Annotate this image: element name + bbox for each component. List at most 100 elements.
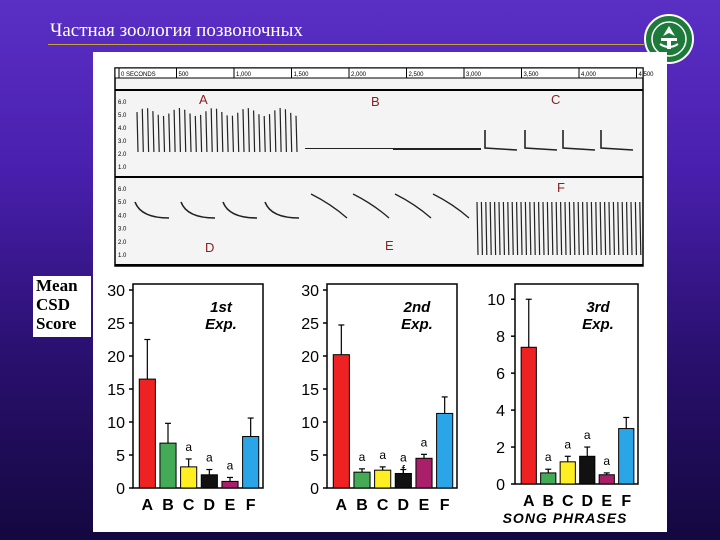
spectro-stroke (507, 201, 510, 256)
significance-label: a (206, 451, 213, 465)
chart-frame (514, 283, 639, 485)
significance-label: a (564, 437, 571, 451)
x-tick-label: C (377, 497, 389, 514)
time-tick-label: 2,000 (351, 72, 367, 78)
significance-label: a (400, 451, 407, 465)
score-label-mean: Mean (36, 276, 78, 295)
time-tick-label: 2,500 (409, 72, 425, 78)
x-tick-label: A (336, 497, 348, 514)
spectro-stroke (247, 108, 250, 153)
phrase-label: D (205, 240, 214, 255)
spectro-stroke (546, 201, 549, 256)
y-tick-label: 15 (107, 382, 125, 399)
spectro-stroke (555, 201, 558, 256)
bar (200, 474, 218, 489)
phrase-label: C (551, 92, 560, 107)
time-tick-label: 3,500 (524, 72, 540, 78)
chart-frame (326, 283, 458, 489)
spectro-stroke (268, 114, 272, 153)
spectro-stroke (215, 108, 219, 153)
spectro-stroke (231, 115, 234, 153)
y-tick-label: 30 (301, 283, 319, 300)
slide-title: Частная зоология позвоночных (50, 20, 303, 41)
spectro-stroke (476, 201, 479, 256)
spectro-stroke (264, 201, 300, 219)
x-tick-label: F (621, 493, 631, 510)
spectro-stroke (253, 110, 256, 153)
spectro-stroke (511, 201, 514, 256)
freq-tick-label: 1.0 (118, 165, 127, 171)
time-tick-label: 3,000 (466, 72, 482, 78)
x-tick-label: C (183, 497, 195, 514)
y-tick-label: 25 (301, 316, 319, 333)
y-tick-label: 0 (496, 477, 505, 494)
time-tick-label: 4,000 (581, 72, 597, 78)
spectro-stroke (162, 115, 166, 153)
y-axis-score-label: Mean CSD Score (33, 276, 91, 337)
x-tick-label: C (562, 493, 574, 510)
significance-label: a (421, 435, 428, 449)
spectro-stroke (551, 201, 554, 256)
spectro-stroke (221, 112, 224, 153)
time-tick-label: 1,500 (294, 72, 310, 78)
x-tick-label: F (440, 497, 450, 514)
freq-tick-label: 2.0 (118, 152, 127, 158)
freq-tick-label: 6.0 (118, 100, 127, 106)
spectro-stroke (516, 201, 519, 256)
x-tick-label: E (419, 497, 430, 514)
y-tick-label: 10 (301, 415, 319, 432)
chart-title-line: Exp. (205, 316, 237, 333)
spectro-stroke (502, 201, 505, 256)
y-tick-label: 2 (496, 440, 505, 457)
spectro-stroke (634, 201, 637, 256)
freq-tick-label: 1.0 (118, 253, 127, 259)
y-tick-label: 5 (116, 448, 125, 465)
freq-tick-label: 4.0 (118, 213, 127, 219)
chart-frame (132, 283, 264, 489)
freq-tick-label: 6.0 (118, 187, 127, 193)
x-tick-label: B (162, 497, 174, 514)
spectro-stroke (274, 110, 277, 153)
significance-label: a (185, 440, 192, 454)
chart-title-line: Exp. (582, 316, 614, 333)
spectro-stroke (630, 201, 633, 256)
significance-label: f (402, 463, 406, 477)
spectro-stroke (485, 201, 488, 256)
spectro-stroke (152, 111, 155, 153)
y-tick-label: 5 (310, 448, 319, 465)
spectro-stroke (279, 108, 282, 153)
bar (353, 471, 371, 489)
time-tick-label: 500 (179, 72, 190, 78)
spectro-stroke (258, 114, 261, 153)
spectro-stroke (568, 201, 571, 256)
bar (138, 378, 156, 489)
spectro-stroke (577, 201, 580, 256)
spectro-stroke (604, 201, 607, 256)
bar (436, 412, 454, 489)
bar (332, 354, 350, 489)
spectro-stroke (134, 201, 170, 219)
spectro-stroke (524, 201, 527, 256)
spectro-stroke (178, 107, 181, 153)
x-tick-label: B (542, 493, 554, 510)
figure-panel: 0 SECONDS 500 1,000 1,500 2,000 2,500 3,000 3,5… (93, 52, 667, 532)
significance-label: a (603, 454, 610, 468)
y-tick-label: 10 (107, 415, 125, 432)
chart-title: 1st Exp. (205, 299, 237, 333)
spectro-stroke (582, 201, 585, 256)
phrase-label: E (385, 238, 394, 253)
spectro-stroke (184, 109, 187, 153)
spectro-stroke (617, 201, 620, 256)
y-tick-label: 30 (107, 283, 125, 300)
spectro-stroke (542, 201, 545, 256)
x-tick-label: F (246, 497, 256, 514)
x-tick-label: D (398, 497, 410, 514)
x-tick-label: D (204, 497, 216, 514)
chart-title: 2nd Exp. (401, 299, 433, 333)
spectro-stroke (529, 201, 532, 256)
spectro-stroke (226, 115, 229, 153)
freq-tick-label: 5.0 (118, 200, 127, 206)
spectro-stroke (608, 201, 611, 256)
y-tick-label: 6 (496, 366, 505, 383)
